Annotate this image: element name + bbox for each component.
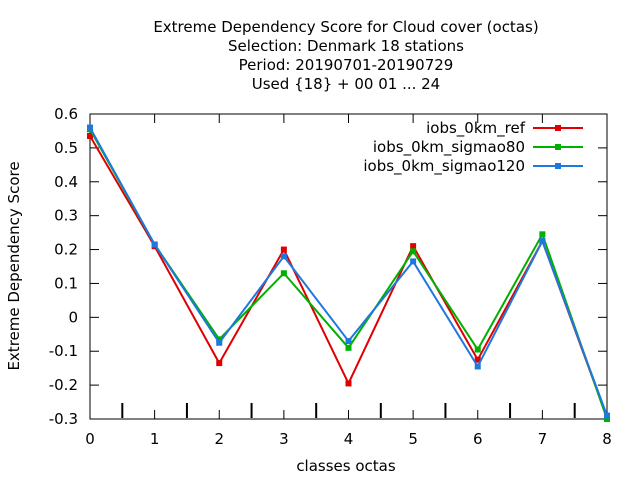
y-tick-label: 0.1 <box>54 274 78 292</box>
y-tick-label: 0.3 <box>54 207 78 225</box>
y-tick-label: -0.3 <box>49 410 78 428</box>
x-tick-label: 2 <box>214 430 224 448</box>
data-point <box>604 412 610 419</box>
data-point <box>216 360 223 367</box>
chart-title: Extreme Dependency Score for Cloud cover… <box>153 18 538 93</box>
title-line-4: Used {18} + 00 01 ... 24 <box>252 75 440 93</box>
data-point <box>474 356 481 363</box>
data-point <box>280 270 287 277</box>
x-tick-label: 7 <box>538 430 548 448</box>
x-tick-label: 0 <box>85 430 95 448</box>
legend-label-2: iobs_0km_sigmao80 <box>373 138 525 157</box>
data-point <box>216 339 223 346</box>
data-point <box>87 124 93 131</box>
x-tick-label: 3 <box>279 430 289 448</box>
legend-swatch-point-3 <box>555 163 561 169</box>
data-point <box>474 363 481 370</box>
data-point <box>280 246 287 253</box>
x-tick-label: 5 <box>408 430 418 448</box>
x-axis-label: classes octas <box>296 457 396 475</box>
legend: iobs_0km_refiobs_0km_sigmao80iobs_0km_si… <box>363 119 583 176</box>
data-point <box>345 380 352 387</box>
legend-label-3: iobs_0km_sigmao120 <box>363 157 525 176</box>
data-point <box>151 241 158 248</box>
data-point <box>216 336 223 343</box>
series-layer <box>87 124 610 422</box>
x-ticks: 0 1 2 3 4 5 6 7 8 <box>85 114 612 448</box>
data-point <box>539 231 546 238</box>
data-point <box>539 238 546 245</box>
data-point <box>87 133 93 140</box>
data-point <box>474 346 481 353</box>
x-tick-label: 6 <box>473 430 483 448</box>
y-axis-label: Extreme Dependency Score <box>5 161 23 370</box>
x-minor-ticks <box>121 403 576 418</box>
data-point <box>410 248 417 255</box>
y-tick-label: 0 <box>68 308 78 326</box>
legend-swatch-point-1 <box>555 125 561 131</box>
title-line-1: Extreme Dependency Score for Cloud cover… <box>153 18 538 36</box>
legend-swatch-point-2 <box>555 144 561 150</box>
data-point <box>410 243 417 250</box>
title-line-2: Selection: Denmark 18 stations <box>228 37 464 55</box>
data-point <box>345 344 352 351</box>
x-tick-label: 8 <box>602 430 612 448</box>
legend-label-1: iobs_0km_ref <box>426 119 526 138</box>
data-point <box>410 258 417 265</box>
y-tick-label: -0.2 <box>49 376 78 394</box>
y-ticks: -0.3 -0.2 -0.1 0 0.1 0.2 0.3 0.4 0.5 0.6 <box>49 105 607 428</box>
y-tick-label: 0.5 <box>54 139 78 157</box>
data-point <box>280 253 287 260</box>
x-tick-label: 1 <box>150 430 160 448</box>
data-point <box>345 338 352 345</box>
title-line-3: Period: 20190701-20190729 <box>239 56 454 74</box>
y-tick-label: 0.2 <box>54 241 78 259</box>
y-tick-label: 0.4 <box>54 173 78 191</box>
x-tick-label: 4 <box>344 430 354 448</box>
data-point <box>604 416 610 422</box>
y-tick-label: -0.1 <box>49 342 78 360</box>
y-tick-label: 0.6 <box>54 105 78 123</box>
